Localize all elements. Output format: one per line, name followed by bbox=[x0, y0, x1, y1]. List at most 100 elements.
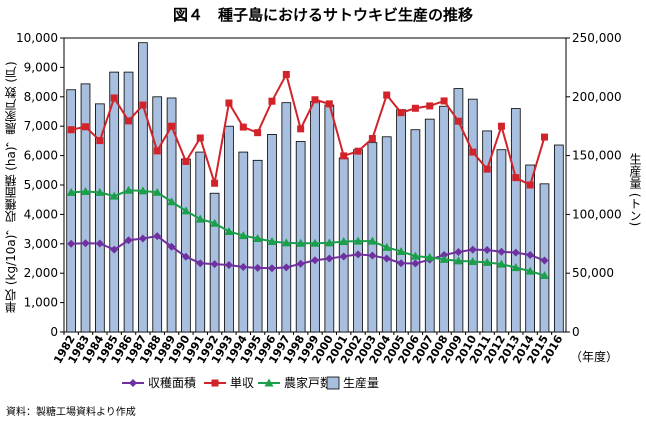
bar-production bbox=[424, 118, 435, 333]
bar-production bbox=[166, 97, 177, 333]
point-farms bbox=[496, 259, 506, 268]
x-axis-unit: （年度） bbox=[570, 350, 619, 364]
right-tick-label: 250,000 bbox=[572, 31, 622, 45]
point-area bbox=[181, 252, 190, 261]
bar-production bbox=[310, 101, 320, 333]
point-farms bbox=[425, 252, 435, 261]
point-farms bbox=[81, 186, 91, 195]
bar-production bbox=[109, 71, 120, 333]
left-tick-label: 4,000 bbox=[24, 207, 58, 221]
bar-production bbox=[510, 108, 521, 333]
bar-production bbox=[338, 157, 349, 333]
bar-production bbox=[381, 136, 392, 333]
right-tick-label: 200,000 bbox=[572, 90, 622, 104]
point-farms bbox=[353, 236, 363, 245]
legend-marker-yield bbox=[211, 379, 219, 387]
point-area bbox=[368, 251, 377, 260]
point-area bbox=[483, 245, 492, 254]
point-farms bbox=[152, 187, 162, 196]
legend-label-production: 生産量 bbox=[343, 375, 379, 390]
point-area bbox=[382, 254, 391, 263]
point-area bbox=[153, 232, 162, 241]
point-farms bbox=[281, 238, 291, 247]
legend-marker-farms bbox=[264, 378, 274, 387]
bar-production bbox=[66, 89, 77, 333]
point-farms bbox=[181, 206, 191, 215]
point-yield bbox=[168, 122, 176, 130]
point-farms bbox=[124, 185, 134, 194]
point-area bbox=[239, 263, 248, 272]
point-farms bbox=[238, 231, 248, 240]
bar-production bbox=[281, 102, 292, 333]
point-area bbox=[267, 264, 276, 273]
bar-production bbox=[267, 134, 277, 333]
point-area bbox=[253, 263, 262, 272]
point-area bbox=[81, 239, 90, 248]
bar-production bbox=[80, 83, 91, 333]
legend-label-area: 収穫面積 bbox=[148, 375, 196, 390]
bar-production bbox=[238, 151, 249, 333]
point-yield bbox=[497, 122, 505, 130]
point-farms bbox=[138, 186, 148, 195]
point-yield bbox=[153, 147, 161, 155]
point-area bbox=[196, 259, 205, 268]
point-yield bbox=[540, 133, 548, 141]
point-area bbox=[282, 263, 291, 272]
point-yield bbox=[96, 137, 104, 145]
point-farms bbox=[267, 236, 277, 245]
point-yield bbox=[526, 181, 534, 189]
left-tick-label: 7,000 bbox=[24, 119, 58, 133]
point-area bbox=[497, 247, 506, 256]
point-yield bbox=[125, 117, 133, 125]
point-area bbox=[411, 259, 420, 268]
point-yield bbox=[311, 96, 319, 104]
right-tick-label: 50,000 bbox=[572, 266, 614, 280]
line-area bbox=[71, 235, 545, 270]
point-area bbox=[311, 256, 319, 265]
chart-title: 図４ 種子島におけるサトウキビ生産の推移 bbox=[172, 6, 473, 24]
point-yield bbox=[411, 104, 419, 112]
legend-label-yield: 単収 bbox=[230, 376, 254, 390]
left-tick-label: 0 bbox=[50, 325, 58, 339]
bar-production bbox=[496, 149, 507, 333]
point-yield bbox=[282, 70, 290, 78]
bar-production bbox=[396, 109, 406, 333]
bar-production bbox=[482, 130, 492, 333]
point-farms bbox=[224, 226, 234, 235]
point-area bbox=[339, 252, 348, 261]
point-area bbox=[124, 236, 133, 245]
legend-marker-area bbox=[129, 379, 137, 387]
point-farms bbox=[324, 238, 334, 247]
point-area bbox=[67, 239, 76, 248]
left-tick-label: 2,000 bbox=[24, 266, 58, 280]
line-yield bbox=[70, 71, 546, 187]
point-yield bbox=[325, 100, 333, 108]
bar-production bbox=[410, 129, 421, 333]
point-area bbox=[110, 245, 119, 254]
point-yield bbox=[354, 147, 362, 155]
right-tick-label: 100,000 bbox=[572, 207, 622, 221]
point-yield bbox=[383, 91, 391, 99]
point-yield bbox=[67, 126, 75, 134]
bar-production bbox=[195, 151, 206, 333]
point-farms bbox=[253, 234, 263, 243]
point-farms bbox=[339, 236, 349, 245]
point-farms bbox=[195, 214, 205, 223]
point-farms bbox=[511, 263, 521, 272]
point-yield bbox=[239, 123, 247, 131]
bar-production bbox=[467, 98, 478, 333]
point-farms bbox=[525, 266, 535, 275]
point-yield bbox=[483, 165, 491, 173]
point-yield bbox=[196, 134, 204, 142]
bar-production bbox=[252, 159, 263, 333]
legend-label-farms: 農家戸数 bbox=[284, 375, 332, 390]
left-tick-label: 1,000 bbox=[24, 296, 58, 310]
point-yield bbox=[368, 135, 376, 143]
left-tick-label: 3,000 bbox=[24, 237, 58, 251]
point-yield bbox=[225, 99, 233, 107]
point-yield bbox=[211, 179, 219, 187]
point-farms bbox=[468, 256, 478, 265]
bar-production bbox=[181, 158, 191, 333]
point-yield bbox=[340, 152, 348, 160]
point-farms bbox=[439, 254, 449, 263]
